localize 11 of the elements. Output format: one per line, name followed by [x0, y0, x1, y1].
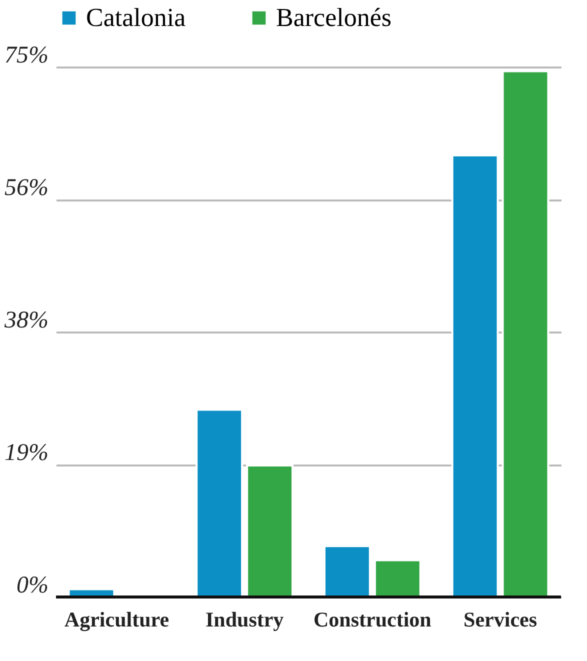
y-tick-label: 0% [16, 572, 48, 598]
x-tick-label: Services [464, 608, 538, 632]
x-tick-label: Industry [205, 608, 284, 632]
x-tick-label: Construction [314, 608, 432, 632]
y-tick-label: 38% [4, 308, 48, 334]
legend-label: Catalonia [86, 3, 186, 32]
x-tick-label: Agriculture [64, 608, 170, 632]
y-tick-label: 56% [4, 175, 48, 201]
y-tick-label: 19% [4, 440, 48, 466]
y-tick-label: 75% [4, 42, 48, 68]
legend-label: Barcelonés [276, 3, 392, 32]
